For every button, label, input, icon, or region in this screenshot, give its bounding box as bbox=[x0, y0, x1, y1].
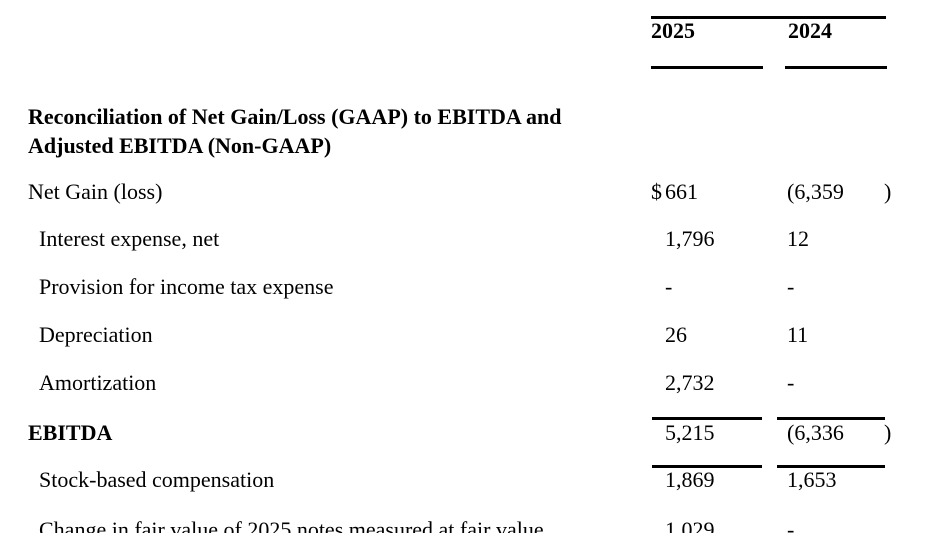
section-title: Reconciliation of Net Gain/Loss (GAAP) t… bbox=[28, 102, 562, 160]
value-2024: 1,653 bbox=[787, 467, 837, 492]
value-2024: - bbox=[787, 370, 795, 395]
row-label: Amortization bbox=[39, 370, 157, 395]
row-label: EBITDA bbox=[28, 420, 113, 445]
subtotal-rule-2024-above-ebitda bbox=[777, 417, 885, 420]
currency-symbol: $ bbox=[651, 179, 662, 204]
row-label: Interest expense, net bbox=[39, 226, 220, 251]
value-2025: 1,029 bbox=[665, 517, 715, 533]
row-label: Net Gain (loss) bbox=[28, 179, 163, 204]
column-header-2025: 2025 bbox=[651, 18, 695, 43]
subtotal-rule-2025-below-ebitda bbox=[652, 465, 762, 468]
value-2024: 12 bbox=[787, 226, 809, 251]
subtotal-rule-2025-above-ebitda bbox=[652, 417, 762, 420]
value-2024: - bbox=[787, 517, 795, 533]
subtotal-rule-2024-below-ebitda bbox=[777, 465, 885, 468]
value-2025: 1,869 bbox=[665, 467, 715, 492]
column-underline-2024 bbox=[785, 66, 887, 69]
close-paren-2024: ) bbox=[884, 179, 892, 204]
close-paren-2024: ) bbox=[884, 420, 892, 445]
value-2024: - bbox=[787, 274, 795, 299]
header-top-rule bbox=[651, 16, 886, 19]
value-2025: 1,796 bbox=[665, 226, 715, 251]
column-underline-2025 bbox=[651, 66, 763, 69]
value-2024: (6,359 bbox=[787, 179, 844, 204]
row-label: Depreciation bbox=[39, 322, 153, 347]
section-title-line2: Adjusted EBITDA (Non-GAAP) bbox=[28, 133, 332, 158]
value-2025: 5,215 bbox=[665, 420, 715, 445]
value-2025: 661 bbox=[665, 179, 698, 204]
row-label: Change in fair value of 2025 notes measu… bbox=[39, 517, 544, 533]
value-2024: 11 bbox=[787, 322, 809, 347]
value-2024: (6,336 bbox=[787, 420, 844, 445]
row-label: Stock-based compensation bbox=[39, 467, 275, 492]
value-2025: - bbox=[665, 274, 673, 299]
value-2025: 2,732 bbox=[665, 370, 715, 395]
section-title-line1: Reconciliation of Net Gain/Loss (GAAP) t… bbox=[28, 104, 562, 129]
column-header-2024: 2024 bbox=[788, 18, 832, 43]
row-label: Provision for income tax expense bbox=[39, 274, 334, 299]
value-2025: 26 bbox=[665, 322, 687, 347]
